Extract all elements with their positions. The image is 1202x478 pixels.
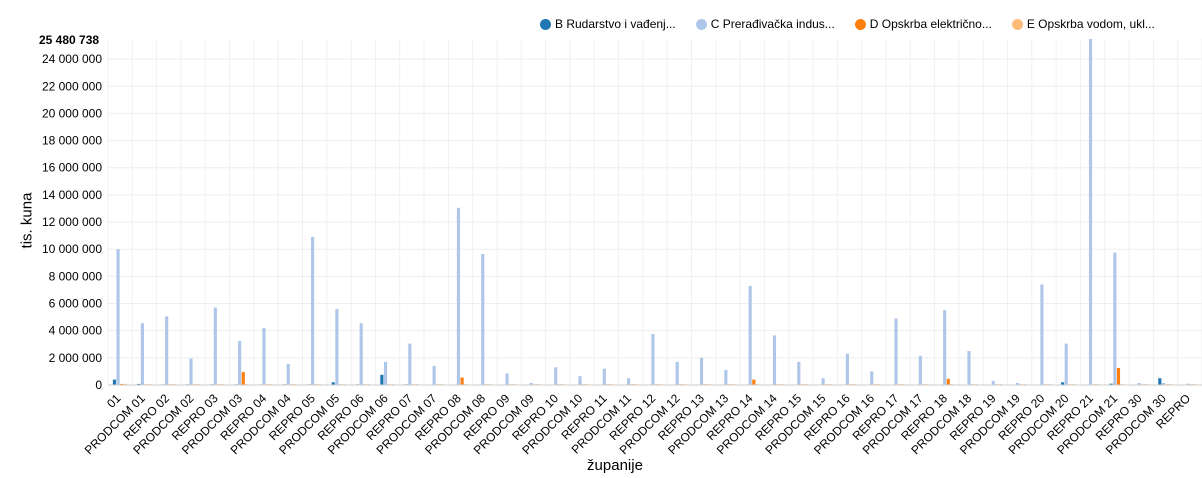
bar-2: [1186, 383, 1190, 385]
y-tick-label: 14 000 000: [42, 188, 102, 202]
bar-2: [821, 378, 825, 385]
bar-2: [651, 334, 655, 385]
bar-2: [529, 382, 533, 385]
bar-2: [748, 285, 752, 385]
bar-2: [967, 351, 971, 385]
bar-1: [112, 379, 117, 385]
bar-2: [1088, 39, 1093, 385]
bar-2: [335, 308, 339, 385]
bar-1: [1158, 378, 1162, 385]
bar-2: [675, 361, 679, 385]
bar-2: [140, 323, 144, 385]
y-max-label: 25 480 738: [39, 33, 100, 47]
bar-3: [120, 383, 124, 385]
legend-label: E Opskrba vodom, ukl...: [1026, 17, 1155, 31]
bar-2: [1016, 382, 1020, 385]
legend: B Rudarstvo i vađenj... C Prerađivačka in…: [540, 14, 1200, 34]
bar-1: [380, 374, 384, 385]
bar-2: [432, 365, 436, 385]
bar-2: [772, 335, 777, 385]
bar-2: [627, 378, 631, 385]
legend-item-3[interactable]: D Opskrba električno...: [854, 14, 992, 34]
bar-2: [116, 249, 120, 385]
bar-2: [310, 236, 315, 385]
bar-2: [189, 358, 193, 385]
bar-2: [1161, 382, 1166, 385]
bar-2: [505, 373, 509, 385]
bar-1: [137, 383, 141, 385]
y-tick-label: 12 000 000: [42, 215, 102, 229]
y-tick-label: 18 000 000: [42, 134, 102, 148]
bar-2: [286, 363, 290, 385]
bar-3: [460, 377, 464, 385]
legend-swatch: [540, 18, 551, 30]
legend-swatch: [1011, 18, 1023, 30]
bar-2: [943, 310, 947, 385]
y-tick-label: 8 000 000: [49, 269, 103, 283]
y-tick-label: 24 000 000: [42, 52, 102, 66]
bar-4: [123, 383, 127, 385]
y-tick-label: 22 000 000: [42, 79, 102, 93]
bar-2: [918, 355, 922, 385]
bar-1: [1060, 382, 1065, 385]
legend-label: C Prerađivačka indus...: [710, 17, 835, 31]
bar-2: [554, 367, 558, 385]
bar-1: [331, 382, 335, 385]
legend-swatch: [695, 18, 707, 30]
bar-2: [481, 253, 485, 385]
legend-item-1[interactable]: B Rudarstvo i vađenj...: [540, 14, 676, 34]
bar-2: [165, 316, 169, 385]
y-tick-label: 16 000 000: [42, 161, 102, 175]
bar-2: [894, 318, 898, 385]
x-axis-title: županije: [587, 457, 643, 474]
bar-1: [1109, 383, 1113, 385]
bar-2: [578, 376, 582, 385]
bar-2: [699, 357, 704, 385]
legend-item-4[interactable]: E Opskrba vodom, ukl...: [1011, 14, 1155, 34]
legend-item-2[interactable]: C Prerađivačka indus...: [695, 14, 835, 34]
bar-2: [238, 340, 242, 385]
y-tick-label: 0: [95, 378, 102, 392]
bar-2: [1137, 382, 1141, 385]
bar-2: [991, 380, 995, 385]
bar-2: [602, 368, 606, 385]
bar-2: [1064, 343, 1068, 385]
bar-3: [946, 378, 950, 385]
bar-3: [752, 379, 756, 385]
bar-2: [262, 327, 266, 385]
bar-2: [870, 371, 874, 385]
y-tick-label: 4 000 000: [49, 324, 103, 338]
bar-3: [1116, 368, 1121, 385]
bar-2: [797, 361, 801, 385]
bar-2: [845, 353, 849, 385]
y-tick-label: 10 000 000: [42, 242, 102, 256]
y-tick-label: 2 000 000: [49, 351, 103, 365]
y-tick-label: 20 000 000: [42, 106, 102, 120]
bar-2: [383, 361, 388, 385]
y-tick-label: 6 000 000: [49, 297, 103, 311]
bar-3: [241, 372, 245, 385]
bar-2: [1040, 284, 1044, 385]
legend-swatch: [854, 18, 866, 30]
bar-2: [213, 307, 217, 385]
bar-2: [456, 207, 461, 385]
legend-label: B Rudarstvo i vađenj...: [555, 17, 676, 31]
bar-2: [408, 343, 412, 385]
legend-label: D Opskrba električno...: [869, 17, 992, 31]
bar-2: [359, 323, 363, 385]
bar-2: [724, 370, 728, 385]
bar-2: [1113, 252, 1117, 385]
